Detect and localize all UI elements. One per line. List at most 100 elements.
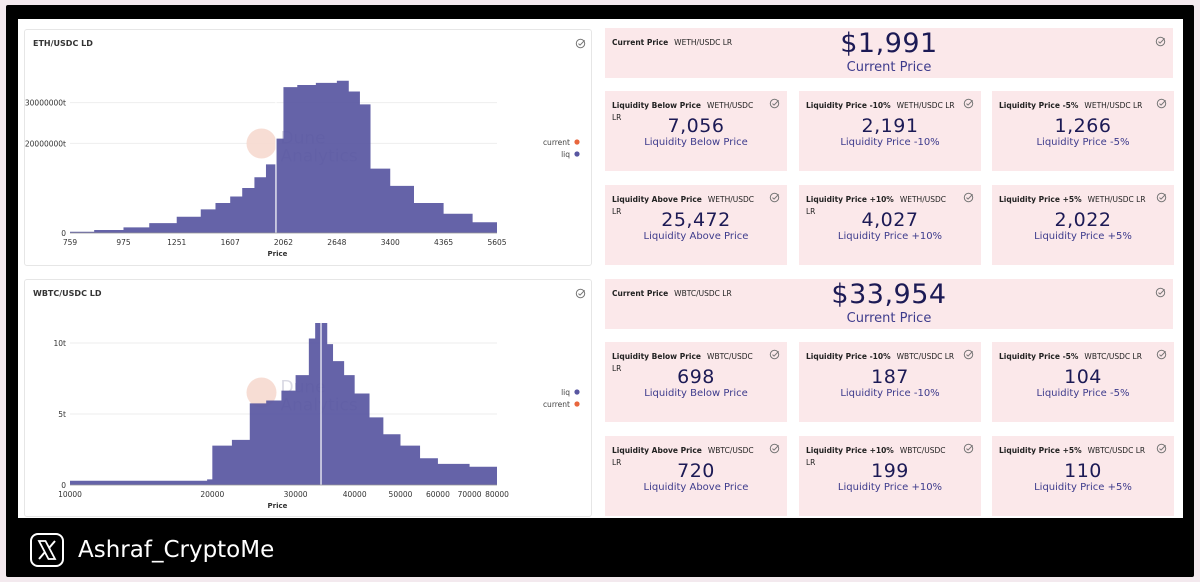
- watermark-logo: [246, 128, 277, 159]
- verified-check-icon[interactable]: [769, 98, 780, 109]
- card-label: Liquidity Price -10%: [840, 388, 940, 399]
- card-label: Liquidity Below Price: [644, 137, 748, 148]
- x-tick-label: 5605: [487, 238, 506, 247]
- card-title: Current Price WETH/USDC LR: [612, 38, 733, 47]
- liquidity-card: Liquidity Below Price WBTC/USDC LR 698 Li…: [605, 342, 787, 422]
- card-title: Liquidity Above Price WBTC/USDC LR: [612, 446, 754, 467]
- legend-label: liq: [561, 150, 570, 159]
- current-price-value: $33,954: [831, 279, 947, 310]
- x-tick-label: 4365: [434, 238, 453, 247]
- liquidity-area: [70, 80, 497, 233]
- liquidity-card: Liquidity Above Price WBTC/USDC LR 720 Li…: [605, 436, 787, 516]
- card-value: 199: [871, 460, 909, 482]
- wbtc-chart-panel: WBTC/USDC LD DuneAnalytics10t5t010000200…: [24, 279, 592, 517]
- verified-check-icon[interactable]: [963, 349, 974, 360]
- legend-label: current: [543, 138, 570, 147]
- liquidity-card: Liquidity Price +10% WETH/USDC LR 4,027 L…: [799, 185, 981, 265]
- x-tick-label: 1251: [167, 238, 186, 247]
- x-tick-label: 10000: [58, 490, 82, 499]
- card-value: 2,022: [1054, 209, 1112, 231]
- liquidity-card: Liquidity Price +5% WETH/USDC LR 2,022 Li…: [992, 185, 1174, 265]
- verified-check-icon[interactable]: [769, 443, 780, 454]
- verified-check-icon[interactable]: [1156, 98, 1167, 109]
- card-value: 698: [677, 366, 715, 388]
- current-price-label: Current Price: [846, 311, 932, 326]
- x-tick-label: 70000: [458, 490, 482, 499]
- verified-check-icon[interactable]: [1156, 192, 1167, 203]
- y-tick-label: 10t: [54, 339, 67, 348]
- card-label: Liquidity Above Price: [643, 231, 749, 242]
- verified-check-icon[interactable]: [1156, 349, 1167, 360]
- x-tick-label: 20000: [200, 490, 224, 499]
- card-title: Liquidity Price -10% WBTC/USDC LR: [806, 352, 955, 361]
- card-value: 4,027: [861, 209, 919, 231]
- legend-dot: [574, 139, 580, 145]
- card-label: Liquidity Price +5%: [1034, 482, 1132, 493]
- verified-check-icon[interactable]: [575, 288, 586, 299]
- chart-title: WBTC/USDC LD: [33, 289, 102, 298]
- card-label: Liquidity Price -5%: [1036, 388, 1130, 399]
- x-tick-label: 759: [63, 238, 78, 247]
- author-handle: Ashraf_CryptoMe: [78, 537, 275, 563]
- verified-check-icon[interactable]: [963, 98, 974, 109]
- x-axis-title: Price: [268, 250, 288, 258]
- chart-title: ETH/USDC LD: [33, 39, 93, 48]
- x-tick-label: 40000: [343, 490, 367, 499]
- liquidity-card: Liquidity Price -5% WBTC/USDC LR 104 Liqu…: [992, 342, 1174, 422]
- card-value: 2,191: [861, 115, 919, 137]
- card-value: 110: [1064, 460, 1102, 482]
- card-title: Liquidity Price -5% WETH/USDC LR: [999, 101, 1143, 110]
- verified-check-icon[interactable]: [575, 38, 586, 49]
- legend-dot: [574, 389, 580, 395]
- y-tick-label: 0: [61, 229, 66, 238]
- card-title: Liquidity Price -10% WETH/USDC LR: [806, 101, 955, 110]
- eth-liquidity-chart: DuneAnalytics30000000t20000000t075997512…: [25, 70, 580, 258]
- x-tick-label: 1607: [221, 238, 240, 247]
- card-title: Liquidity Below Price WBTC/USDC LR: [612, 352, 753, 373]
- verified-check-icon[interactable]: [1156, 443, 1167, 454]
- wbtc-liquidity-chart: DuneAnalytics10t5t0100002000030000400005…: [54, 316, 580, 510]
- current-price-card: Current Price WBTC/USDC LR $33,954 Curren…: [605, 279, 1173, 329]
- card-value: 7,056: [667, 115, 725, 137]
- card-value: 720: [677, 460, 715, 482]
- y-tick-label: 30000000t: [25, 99, 66, 108]
- liquidity-card: Liquidity Above Price WETH/USDC LR 25,472…: [605, 185, 787, 265]
- card-label: Liquidity Price +5%: [1034, 231, 1132, 242]
- card-label: Liquidity Price -10%: [840, 137, 940, 148]
- card-title: Liquidity Price -5% WBTC/USDC LR: [999, 352, 1142, 361]
- y-tick-label: 0: [61, 481, 66, 490]
- card-title: Liquidity Above Price WETH/USDC LR: [612, 195, 755, 216]
- legend-label: current: [543, 400, 570, 409]
- verified-check-icon[interactable]: [769, 192, 780, 203]
- card-value: 1,266: [1054, 115, 1112, 137]
- x-tick-label: 50000: [389, 490, 413, 499]
- current-price-card: Current Price WETH/USDC LR $1,991 Current…: [605, 28, 1173, 78]
- x-tick-label: 3400: [381, 238, 400, 247]
- card-title: Liquidity Below Price WETH/USDC LR: [612, 101, 754, 122]
- card-label: Liquidity Above Price: [643, 482, 749, 493]
- card-title: Liquidity Price +5% WBTC/USDC LR: [999, 446, 1146, 455]
- y-tick-label: 5t: [58, 410, 66, 419]
- verified-check-icon[interactable]: [1155, 287, 1166, 298]
- verified-check-icon[interactable]: [1155, 36, 1166, 47]
- liquidity-card: Liquidity Price +5% WBTC/USDC LR 110 Liqu…: [992, 436, 1174, 516]
- liquidity-card: Liquidity Below Price WETH/USDC LR 7,056 …: [605, 91, 787, 171]
- card-label: Liquidity Price +10%: [837, 482, 943, 493]
- card-label: Liquidity Price +10%: [837, 231, 943, 242]
- card-title: Liquidity Price +5% WETH/USDC LR: [999, 195, 1146, 204]
- verified-check-icon[interactable]: [963, 192, 974, 203]
- footer: Ashraf_CryptoMe: [30, 532, 274, 568]
- x-axis-title: Price: [268, 502, 288, 510]
- card-value: 104: [1064, 366, 1102, 388]
- legend-dot: [574, 151, 580, 157]
- liquidity-card: Liquidity Price -5% WETH/USDC LR 1,266 Li…: [992, 91, 1174, 171]
- y-tick-label: 20000000t: [25, 139, 66, 148]
- card-title: Liquidity Price +10% WETH/USDC LR: [806, 195, 946, 216]
- liquidity-card: Liquidity Price +10% WBTC/USDC LR 199 Liq…: [799, 436, 981, 516]
- liquidity-card: Liquidity Price -10% WBTC/USDC LR 187 Liq…: [799, 342, 981, 422]
- eth-chart-panel: ETH/USDC LD DuneAnalytics30000000t200000…: [24, 29, 592, 266]
- verified-check-icon[interactable]: [963, 443, 974, 454]
- verified-check-icon[interactable]: [769, 349, 780, 360]
- legend-dot: [574, 401, 580, 407]
- legend-label: liq: [561, 388, 570, 397]
